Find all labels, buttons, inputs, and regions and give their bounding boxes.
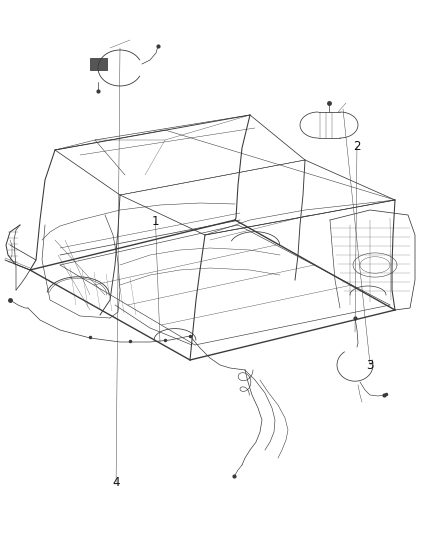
- Text: 2: 2: [353, 140, 361, 153]
- Text: 3: 3: [367, 359, 374, 372]
- FancyBboxPatch shape: [89, 58, 106, 69]
- Text: 1: 1: [152, 215, 159, 228]
- Text: 4: 4: [112, 476, 120, 489]
